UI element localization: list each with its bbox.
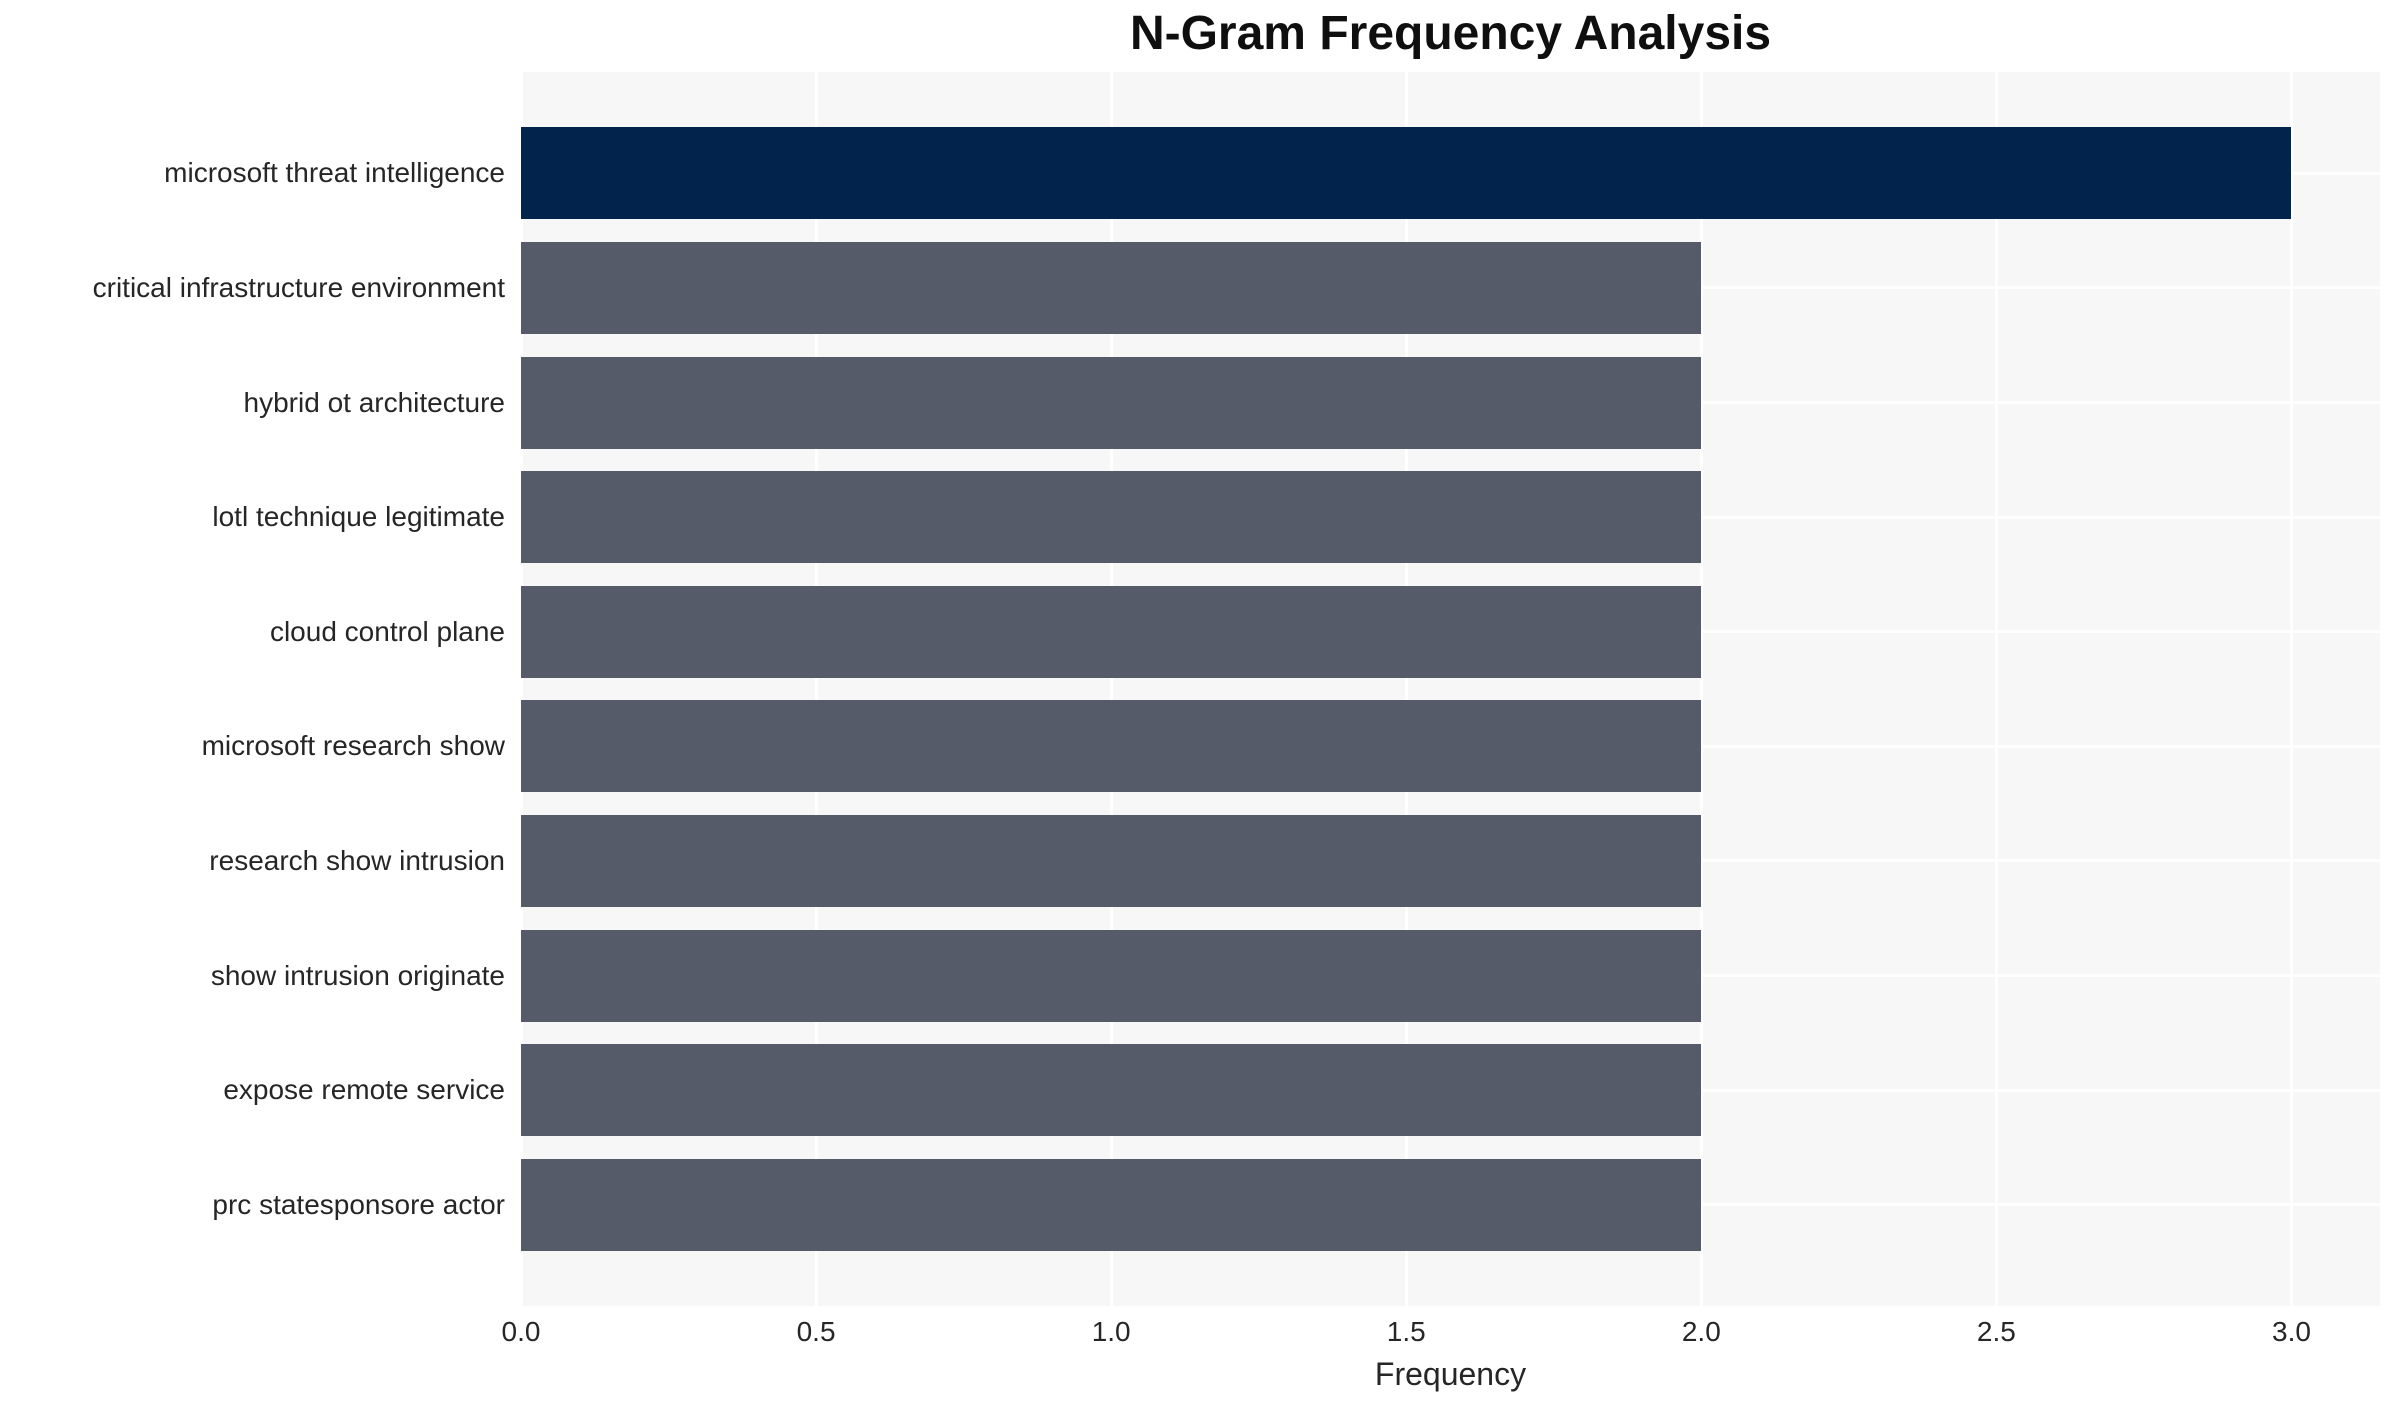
bar-critical-infrastructure-environment [521,241,1702,334]
vertical-gridline [1994,72,1998,1306]
bar-microsoft-threat-intelligence [521,127,2292,220]
bar-microsoft-research-show [521,700,1702,793]
x-axis-label: Frequency [1374,1356,1527,1392]
chart-title: N-Gram Frequency Analysis [1129,7,1772,60]
bar-hybrid-ot-architecture [521,356,1702,449]
y-tick-label: microsoft research show [201,730,505,762]
y-tick-label: prc statesponsore actor [212,1188,505,1220]
bar-expose-remote-service [521,1044,1702,1137]
bar-show-intrusion-originate [521,929,1702,1022]
bar-cloud-control-plane [521,585,1702,678]
x-tick-label: 1.5 [1386,1316,1426,1347]
vertical-gridline [519,72,523,1306]
y-tick-label: lotl technique legitimate [212,501,505,533]
x-tick-label: 1.0 [1091,1316,1131,1347]
x-tick-label: 2.5 [1976,1316,2016,1347]
x-tick-label: 0.0 [501,1316,541,1347]
vertical-gridline [2289,72,2293,1306]
x-tick-label: 3.0 [2272,1316,2311,1347]
y-tick-label: microsoft threat intelligence [164,157,505,189]
x-tick-label: 2.0 [1681,1316,1721,1347]
y-tick-label: cloud control plane [269,615,505,647]
vertical-gridline [1109,72,1113,1306]
bar-prc-statesponsore-actor [521,1158,1702,1251]
vertical-gridline [814,72,818,1306]
y-tick-label: critical infrastructure environment [92,271,505,303]
y-tick-label: show intrusion originate [210,959,505,991]
bar-lotl-technique-legitimate [521,471,1702,564]
plot-area [519,72,2380,1306]
bar-research-show-intrusion [521,814,1702,907]
y-tick-label: expose remote service [223,1074,505,1106]
vertical-gridline [1699,72,1703,1306]
x-tick-label: 0.5 [796,1316,836,1347]
y-tick-label: research show intrusion [209,844,505,876]
vertical-gridline [1404,72,1408,1306]
y-tick-label: hybrid ot architecture [243,386,505,418]
